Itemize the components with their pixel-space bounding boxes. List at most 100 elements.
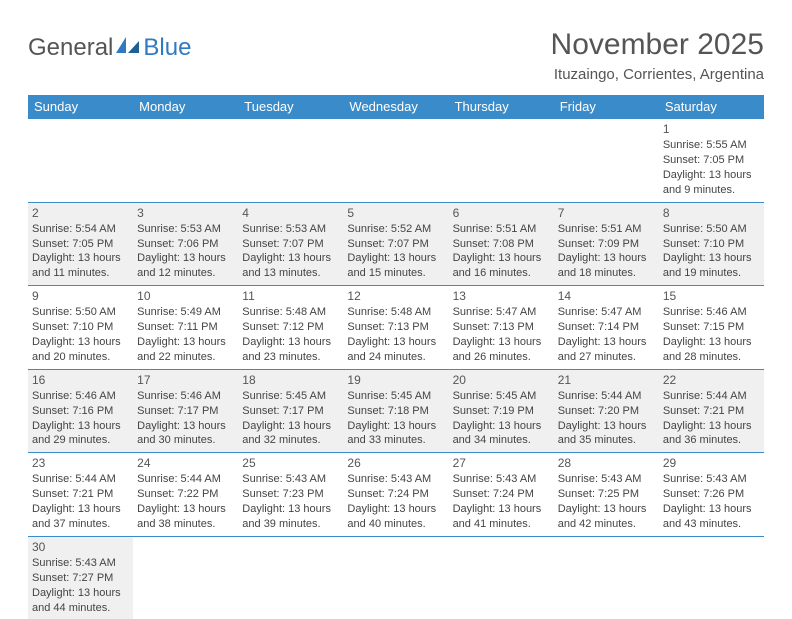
day-number: 14: [558, 288, 655, 304]
calendar-cell: 11Sunrise: 5:48 AMSunset: 7:12 PMDayligh…: [238, 286, 343, 370]
day-number: 3: [137, 205, 234, 221]
sunrise-text: Sunrise: 5:44 AM: [137, 472, 234, 487]
col-saturday: Saturday: [659, 95, 764, 119]
col-monday: Monday: [133, 95, 238, 119]
sunrise-text: Sunrise: 5:43 AM: [32, 556, 129, 571]
daylight-text: Daylight: 13 hours and 40 minutes.: [347, 502, 444, 532]
calendar-row: 9Sunrise: 5:50 AMSunset: 7:10 PM Daylight…: [28, 286, 764, 370]
sunrise-text: Sunrise: 5:46 AM: [32, 389, 129, 404]
sunset-text: Sunset: 7:10 PM: [663, 237, 760, 252]
sunset-text: Sunset: 7:26 PM: [663, 487, 760, 502]
sunrise-text: Sunrise: 5:43 AM: [558, 472, 655, 487]
day-number: 27: [453, 455, 550, 471]
day-number: 16: [32, 372, 129, 388]
sunrise-text: Sunrise: 5:45 AM: [242, 389, 339, 404]
calendar-cell: 5Sunrise: 5:52 AMSunset: 7:07 PMDaylight…: [343, 202, 448, 286]
sunset-text: Sunset: 7:09 PM: [558, 237, 655, 252]
sunrise-text: Sunrise: 5:47 AM: [558, 305, 655, 320]
daylight-text: Daylight: 13 hours and 32 minutes.: [242, 419, 339, 449]
daylight-text: Daylight: 13 hours and 11 minutes.: [32, 251, 129, 281]
daylight-text: Daylight: 13 hours and 39 minutes.: [242, 502, 339, 532]
day-number: 17: [137, 372, 234, 388]
sunset-text: Sunset: 7:15 PM: [663, 320, 760, 335]
sunset-text: Sunset: 7:06 PM: [137, 237, 234, 252]
calendar-cell: [659, 536, 764, 619]
calendar-row: 30Sunrise: 5:43 AMSunset: 7:27 PMDayligh…: [28, 536, 764, 619]
sunset-text: Sunset: 7:19 PM: [453, 404, 550, 419]
calendar-cell: 14Sunrise: 5:47 AMSunset: 7:14 PMDayligh…: [554, 286, 659, 370]
calendar-cell: 12Sunrise: 5:48 AMSunset: 7:13 PMDayligh…: [343, 286, 448, 370]
logo-text-1: General: [28, 34, 113, 62]
day-number: 29: [663, 455, 760, 471]
day-number: 6: [453, 205, 550, 221]
day-number: 5: [347, 205, 444, 221]
sunset-text: Sunset: 7:16 PM: [32, 404, 129, 419]
calendar-cell: [238, 536, 343, 619]
sunrise-text: Sunrise: 5:54 AM: [32, 222, 129, 237]
daylight-text: Daylight: 13 hours and 12 minutes.: [137, 251, 234, 281]
day-number: 26: [347, 455, 444, 471]
weekday-header-row: Sunday Monday Tuesday Wednesday Thursday…: [28, 95, 764, 119]
calendar-body: 1Sunrise: 5:55 AMSunset: 7:05 PMDaylight…: [28, 119, 764, 619]
calendar-cell: 21Sunrise: 5:44 AMSunset: 7:20 PMDayligh…: [554, 369, 659, 453]
sunrise-text: Sunrise: 5:45 AM: [347, 389, 444, 404]
calendar-cell: 15Sunrise: 5:46 AMSunset: 7:15 PMDayligh…: [659, 286, 764, 370]
daylight-text: Daylight: 13 hours and 13 minutes.: [242, 251, 339, 281]
day-number: 28: [558, 455, 655, 471]
calendar-cell: [28, 119, 133, 203]
sunset-text: Sunset: 7:23 PM: [242, 487, 339, 502]
calendar-cell: 8Sunrise: 5:50 AMSunset: 7:10 PMDaylight…: [659, 202, 764, 286]
calendar-cell: 26Sunrise: 5:43 AMSunset: 7:24 PMDayligh…: [343, 453, 448, 537]
sunset-text: Sunset: 7:10 PM: [32, 320, 129, 335]
daylight-text: Daylight: 13 hours and 44 minutes.: [32, 586, 129, 616]
daylight-text: Daylight: 13 hours and 28 minutes.: [663, 335, 760, 365]
daylight-text: Daylight: 13 hours and 35 minutes.: [558, 419, 655, 449]
calendar-cell: [133, 536, 238, 619]
sunrise-text: Sunrise: 5:53 AM: [137, 222, 234, 237]
daylight-text: Daylight: 13 hours and 24 minutes.: [347, 335, 444, 365]
calendar-cell: 22Sunrise: 5:44 AMSunset: 7:21 PMDayligh…: [659, 369, 764, 453]
daylight-text: Daylight: 13 hours and 16 minutes.: [453, 251, 550, 281]
sunset-text: Sunset: 7:05 PM: [32, 237, 129, 252]
daylight-text: Daylight: 13 hours and 18 minutes.: [558, 251, 655, 281]
calendar-cell: 30Sunrise: 5:43 AMSunset: 7:27 PMDayligh…: [28, 536, 133, 619]
day-number: 21: [558, 372, 655, 388]
sunset-text: Sunset: 7:17 PM: [137, 404, 234, 419]
sunrise-text: Sunrise: 5:46 AM: [663, 305, 760, 320]
daylight-text: Daylight: 13 hours and 29 minutes.: [32, 419, 129, 449]
sunrise-text: Sunrise: 5:50 AM: [32, 305, 129, 320]
calendar-cell: 9Sunrise: 5:50 AMSunset: 7:10 PMDaylight…: [28, 286, 133, 370]
day-number: 8: [663, 205, 760, 221]
page: General Blue November 2025 Ituzaingo, Co…: [0, 0, 792, 619]
sunset-text: Sunset: 7:07 PM: [347, 237, 444, 252]
sunrise-text: Sunrise: 5:43 AM: [663, 472, 760, 487]
calendar-cell: [449, 119, 554, 203]
day-number: 23: [32, 455, 129, 471]
calendar-cell: 4Sunrise: 5:53 AMSunset: 7:07 PMDaylight…: [238, 202, 343, 286]
day-number: 2: [32, 205, 129, 221]
calendar-cell: [238, 119, 343, 203]
sunrise-text: Sunrise: 5:51 AM: [558, 222, 655, 237]
day-number: 9: [32, 288, 129, 304]
sunrise-text: Sunrise: 5:50 AM: [663, 222, 760, 237]
sunset-text: Sunset: 7:24 PM: [347, 487, 444, 502]
day-number: 11: [242, 288, 339, 304]
sunrise-text: Sunrise: 5:44 AM: [558, 389, 655, 404]
sunset-text: Sunset: 7:22 PM: [137, 487, 234, 502]
daylight-text: Daylight: 13 hours and 34 minutes.: [453, 419, 550, 449]
sunrise-text: Sunrise: 5:48 AM: [347, 305, 444, 320]
logo: General Blue: [28, 28, 191, 62]
calendar-cell: [554, 536, 659, 619]
page-title: November 2025: [551, 28, 764, 62]
day-number: 15: [663, 288, 760, 304]
location-text: Ituzaingo, Corrientes, Argentina: [551, 66, 764, 83]
calendar-cell: 13Sunrise: 5:47 AMSunset: 7:13 PMDayligh…: [449, 286, 554, 370]
day-number: 24: [137, 455, 234, 471]
sunset-text: Sunset: 7:21 PM: [663, 404, 760, 419]
calendar-cell: [133, 119, 238, 203]
calendar-row: 2Sunrise: 5:54 AMSunset: 7:05 PMDaylight…: [28, 202, 764, 286]
sunset-text: Sunset: 7:21 PM: [32, 487, 129, 502]
daylight-text: Daylight: 13 hours and 36 minutes.: [663, 419, 760, 449]
sunrise-text: Sunrise: 5:43 AM: [453, 472, 550, 487]
daylight-text: Daylight: 13 hours and 41 minutes.: [453, 502, 550, 532]
